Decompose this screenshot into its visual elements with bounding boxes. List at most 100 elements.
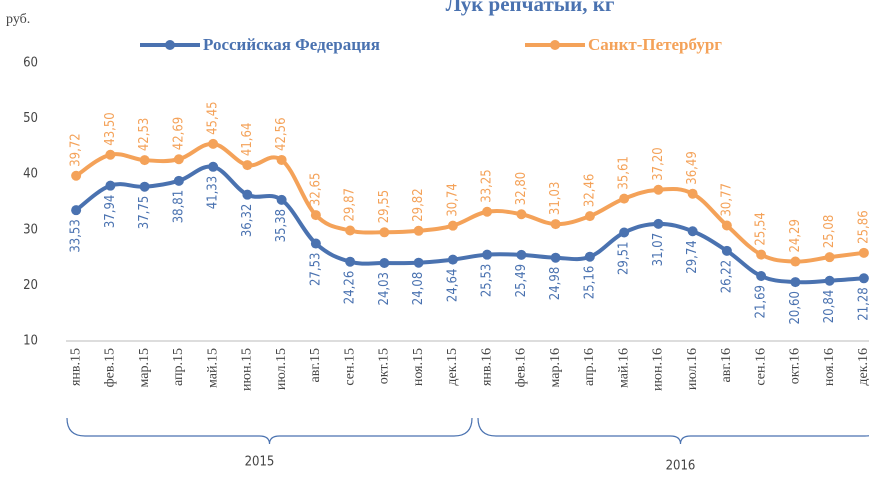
- data-label: 24,26: [343, 271, 358, 304]
- data-label: 25,08: [822, 215, 837, 248]
- data-label: 27,53: [308, 253, 323, 286]
- data-point: [687, 226, 698, 237]
- data-label: 42,56: [274, 117, 289, 150]
- data-point: [584, 251, 595, 262]
- data-point: [173, 175, 184, 186]
- data-point: [379, 227, 390, 238]
- data-label: 32,65: [308, 173, 323, 206]
- y-tick-label: 60: [23, 56, 38, 71]
- data-point: [276, 154, 287, 165]
- data-label: 37,20: [651, 147, 666, 180]
- data-label: 29,82: [411, 188, 426, 221]
- data-point: [447, 220, 458, 231]
- data-point: [858, 273, 869, 284]
- data-point: [687, 188, 698, 199]
- data-point: [139, 181, 150, 192]
- y-tick-label: 20: [23, 278, 38, 293]
- data-point: [242, 160, 253, 171]
- x-tick-label: фев.16: [514, 348, 529, 387]
- data-label: 30,77: [719, 183, 734, 216]
- data-point: [345, 256, 356, 267]
- data-point: [482, 206, 493, 217]
- data-label: 26,22: [719, 260, 734, 293]
- data-point: [482, 249, 493, 260]
- x-tick-label: апр.16: [582, 348, 597, 386]
- data-point: [71, 205, 82, 216]
- data-label: 21,69: [754, 285, 769, 318]
- x-tick-label: июн.16: [651, 348, 666, 391]
- data-label: 24,29: [788, 219, 803, 252]
- data-label: 32,80: [514, 172, 529, 205]
- y-tick-label: 30: [23, 222, 38, 237]
- series-line: [74, 164, 865, 285]
- x-tick-label: авг.15: [308, 348, 323, 383]
- y-tick-label: 50: [23, 111, 38, 126]
- legend-marker: [165, 40, 175, 50]
- series-line: [75, 141, 865, 264]
- x-tick-label: янв.16: [479, 348, 494, 386]
- data-label: 35,38: [274, 209, 289, 242]
- x-tick-label: янв.15: [68, 348, 83, 386]
- x-tick-label: июл.15: [274, 348, 289, 390]
- x-tick-label: авг.16: [719, 348, 734, 383]
- data-point: [105, 180, 116, 191]
- x-tick-label: апр.15: [171, 348, 186, 386]
- x-tick-label: июл.16: [685, 348, 700, 390]
- data-point: [550, 252, 561, 263]
- x-tick-label: май.16: [616, 348, 631, 388]
- x-tick-label: дек.15: [445, 348, 460, 386]
- x-tick-label: ноя.15: [411, 348, 426, 386]
- x-tick-label: дек.16: [856, 348, 869, 386]
- group-label: 2015: [245, 455, 275, 470]
- data-point: [756, 249, 767, 260]
- data-label: 38,81: [171, 190, 186, 223]
- data-point: [173, 154, 184, 165]
- data-point: [516, 209, 527, 220]
- data-label: 33,25: [480, 169, 495, 202]
- data-label: 42,69: [171, 117, 186, 150]
- data-point: [516, 249, 527, 260]
- x-tick-label: май.15: [205, 348, 220, 388]
- data-label: 20,60: [788, 291, 803, 324]
- group-label: 2016: [666, 459, 696, 474]
- data-label: 21,28: [856, 287, 869, 320]
- data-label: 35,61: [617, 156, 632, 189]
- x-tick-label: окт.15: [377, 348, 392, 384]
- data-label: 41,33: [206, 176, 221, 209]
- data-label: 25,86: [856, 210, 869, 243]
- data-point: [105, 149, 116, 160]
- x-tick-label: мар.16: [548, 348, 563, 387]
- data-point: [790, 277, 801, 288]
- data-point: [790, 256, 801, 267]
- data-label: 39,72: [69, 133, 84, 166]
- data-label: 43,50: [103, 112, 118, 145]
- x-tick-label: сен.15: [342, 348, 357, 386]
- data-point: [756, 271, 767, 282]
- data-point: [824, 252, 835, 263]
- data-point: [858, 247, 869, 258]
- y-tick-label: 40: [23, 167, 38, 182]
- data-label: 31,07: [651, 233, 666, 266]
- x-tick-label: фев.15: [103, 348, 118, 387]
- data-label: 25,53: [480, 264, 495, 297]
- data-point: [824, 275, 835, 286]
- data-label: 25,16: [582, 266, 597, 299]
- data-label: 37,75: [137, 196, 152, 229]
- data-point: [653, 184, 664, 195]
- y-tick-label: 10: [23, 334, 38, 349]
- data-point: [208, 161, 219, 172]
- legend-marker: [550, 40, 560, 50]
- data-label: 37,94: [103, 195, 118, 228]
- data-label: 24,03: [377, 272, 392, 305]
- data-point: [619, 227, 630, 238]
- data-label: 24,64: [445, 269, 460, 302]
- data-point: [653, 218, 664, 229]
- data-label: 36,32: [240, 204, 255, 237]
- data-point: [242, 189, 253, 200]
- data-label: 31,03: [548, 182, 563, 215]
- data-label: 29,74: [685, 240, 700, 273]
- data-point: [584, 211, 595, 222]
- data-point: [721, 220, 732, 231]
- data-point: [310, 238, 321, 249]
- data-label: 36,49: [685, 151, 700, 184]
